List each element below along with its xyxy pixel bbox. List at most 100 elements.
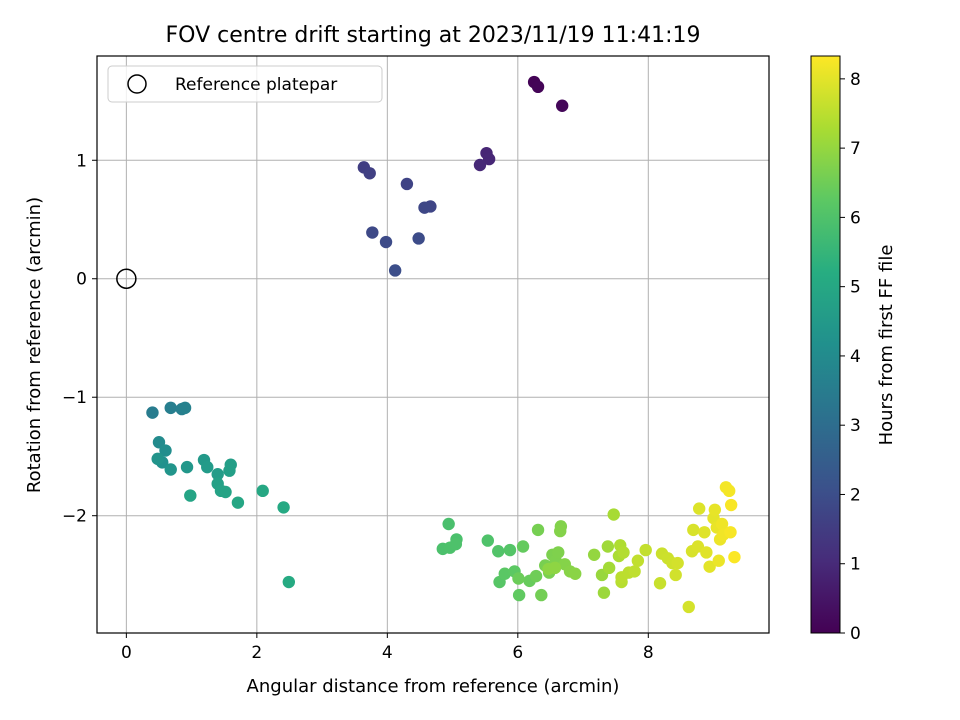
data-point bbox=[554, 524, 567, 538]
data-point bbox=[164, 401, 177, 415]
data-point bbox=[529, 569, 543, 583]
colorbar-tick-label: 3 bbox=[850, 416, 861, 436]
x-tick-label: 8 bbox=[643, 643, 654, 663]
data-point bbox=[728, 550, 741, 564]
data-point bbox=[687, 523, 700, 537]
data-point bbox=[671, 556, 684, 570]
data-point bbox=[692, 502, 706, 515]
data-point bbox=[256, 484, 269, 498]
data-point bbox=[449, 537, 463, 551]
colorbar-label: Hours from first FF file bbox=[876, 245, 897, 446]
data-point bbox=[184, 489, 197, 502]
data-point bbox=[724, 498, 738, 512]
colorbar-tick-label: 5 bbox=[850, 278, 861, 298]
data-point bbox=[548, 561, 562, 575]
data-point bbox=[531, 523, 545, 537]
data-point bbox=[628, 565, 641, 578]
data-point bbox=[512, 588, 526, 602]
data-point bbox=[180, 460, 194, 474]
legend: Reference platepar bbox=[107, 65, 383, 103]
data-point bbox=[512, 572, 525, 585]
data-point bbox=[516, 540, 530, 553]
data-point bbox=[555, 99, 569, 112]
data-point bbox=[481, 534, 495, 547]
data-point bbox=[703, 560, 716, 573]
data-point bbox=[219, 485, 232, 499]
data-point bbox=[159, 444, 172, 457]
data-point bbox=[715, 517, 729, 531]
data-point bbox=[712, 554, 725, 567]
data-point bbox=[282, 575, 296, 589]
colorbar-tick-label: 7 bbox=[850, 139, 861, 159]
y-tick-label: 1 bbox=[76, 151, 87, 171]
data-point bbox=[363, 167, 376, 180]
colorbar-tick-label: 1 bbox=[850, 555, 861, 575]
data-point bbox=[682, 600, 695, 614]
colorbar-gradient bbox=[810, 55, 841, 634]
data-point bbox=[164, 463, 177, 476]
data-point bbox=[669, 568, 682, 582]
data-point bbox=[412, 232, 425, 245]
colorbar-tick-label: 0 bbox=[850, 624, 861, 644]
data-point bbox=[503, 543, 517, 557]
data-point bbox=[601, 540, 615, 553]
data-point bbox=[379, 235, 393, 249]
x-tick-label: 6 bbox=[512, 643, 523, 663]
data-point bbox=[607, 508, 620, 521]
data-point bbox=[531, 80, 545, 94]
x-tick-label: 0 bbox=[121, 643, 132, 663]
x-tick-label: 4 bbox=[382, 643, 393, 663]
reference-point-marker bbox=[116, 268, 137, 289]
data-point bbox=[587, 548, 601, 562]
data-point bbox=[569, 567, 582, 580]
data-point bbox=[151, 452, 164, 466]
data-point bbox=[631, 554, 645, 567]
data-point bbox=[498, 567, 511, 580]
colorbar-tick-label: 6 bbox=[850, 208, 861, 228]
data-point bbox=[482, 152, 496, 166]
y-tick-label: 0 bbox=[76, 270, 87, 290]
data-point bbox=[617, 546, 630, 559]
x-tick-label: 2 bbox=[251, 643, 262, 663]
x-axis-label: Angular distance from reference (arcmin) bbox=[247, 676, 620, 697]
colorbar: 0 1 2 3 4 5 6 7 8 bbox=[810, 55, 861, 644]
plot-background bbox=[97, 56, 769, 633]
data-point bbox=[442, 517, 455, 531]
data-point bbox=[178, 401, 192, 415]
data-point bbox=[277, 501, 290, 514]
data-point bbox=[653, 577, 667, 590]
data-point bbox=[639, 543, 652, 557]
data-point bbox=[146, 406, 159, 419]
colorbar-tick-label: 4 bbox=[850, 347, 861, 367]
data-point bbox=[211, 468, 224, 481]
data-point bbox=[388, 264, 402, 277]
data-point bbox=[231, 496, 245, 509]
data-point bbox=[201, 460, 214, 474]
legend-marker-reference bbox=[127, 74, 147, 94]
data-point bbox=[597, 586, 611, 599]
data-point bbox=[473, 158, 487, 172]
legend-label-reference: Reference platepar bbox=[175, 75, 337, 95]
data-point bbox=[400, 177, 414, 191]
data-point bbox=[535, 588, 548, 602]
data-point bbox=[723, 484, 736, 498]
data-point bbox=[366, 226, 379, 239]
plot-area: 0 2 4 6 8 −2 −1 0 1 bbox=[62, 55, 770, 663]
data-point bbox=[492, 545, 505, 558]
legend-box bbox=[107, 65, 383, 103]
data-point bbox=[552, 546, 565, 559]
data-point bbox=[700, 546, 713, 559]
data-point bbox=[418, 201, 431, 214]
colorbar-tick-label: 2 bbox=[850, 485, 861, 505]
data-point bbox=[223, 464, 236, 477]
y-tick-label: −2 bbox=[62, 507, 87, 527]
data-point bbox=[708, 503, 722, 516]
data-point bbox=[698, 526, 711, 539]
colorbar-tick-label: 8 bbox=[850, 70, 861, 90]
y-tick-label: −1 bbox=[62, 388, 87, 408]
data-point bbox=[152, 436, 166, 449]
data-point bbox=[602, 561, 616, 575]
data-point bbox=[724, 526, 737, 539]
plot-frame bbox=[96, 55, 770, 634]
